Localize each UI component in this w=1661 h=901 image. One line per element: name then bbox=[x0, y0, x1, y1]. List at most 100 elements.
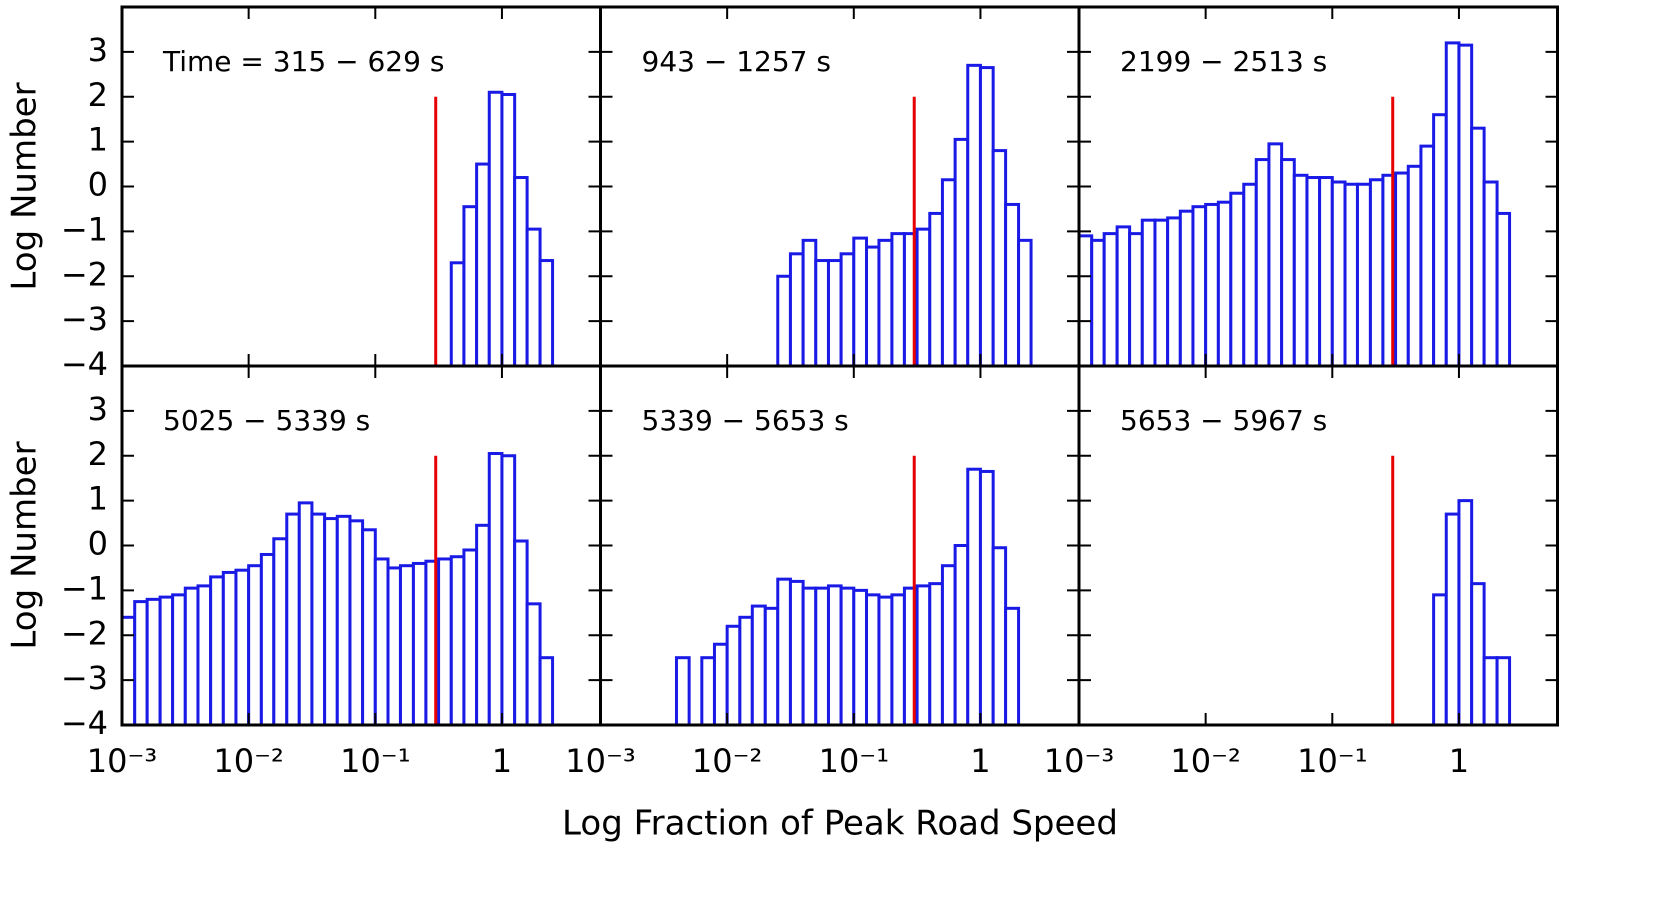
bar bbox=[839, 252, 856, 368]
x-tick-label: 10⁻² bbox=[1170, 742, 1240, 780]
bar bbox=[1394, 171, 1410, 368]
bar bbox=[940, 178, 957, 368]
bar bbox=[145, 597, 162, 727]
x-tick-label: 1 bbox=[1449, 742, 1469, 780]
panel-title: 5339 − 5653 s bbox=[642, 404, 849, 437]
bar bbox=[826, 584, 843, 727]
bar bbox=[272, 537, 289, 727]
y-tick-label: −4 bbox=[61, 345, 108, 383]
bar bbox=[1305, 176, 1322, 368]
bar bbox=[297, 501, 314, 727]
panel-title: 943 − 1257 s bbox=[642, 45, 831, 78]
x-tick-label: 10⁻² bbox=[213, 742, 283, 780]
y-tick-label: 3 bbox=[88, 31, 108, 69]
bar bbox=[776, 274, 792, 368]
bar bbox=[1280, 158, 1296, 368]
bar bbox=[738, 615, 754, 727]
x-tick-label: 10⁻¹ bbox=[1297, 742, 1367, 780]
bar bbox=[966, 467, 982, 727]
bar bbox=[1204, 202, 1220, 368]
bar bbox=[712, 642, 729, 727]
bar bbox=[1166, 216, 1182, 368]
bar bbox=[978, 66, 995, 368]
bar bbox=[449, 555, 466, 727]
y-tick-label: 2 bbox=[88, 76, 108, 114]
bar bbox=[310, 512, 327, 727]
y-tick-label: 1 bbox=[88, 121, 108, 159]
bar bbox=[183, 586, 200, 727]
y-tick-label: 0 bbox=[88, 166, 108, 204]
bar bbox=[1267, 142, 1284, 368]
y-tick-label: 1 bbox=[88, 480, 108, 518]
y-axis-label: Log Number bbox=[5, 441, 45, 649]
bar bbox=[475, 523, 491, 727]
bar bbox=[1178, 209, 1195, 368]
panel-title: Time = 315 − 629 s bbox=[162, 45, 444, 78]
bar bbox=[928, 211, 944, 368]
bar bbox=[1004, 606, 1021, 727]
bar bbox=[1330, 180, 1347, 368]
bar bbox=[750, 604, 767, 727]
bar bbox=[1242, 182, 1258, 368]
bar bbox=[1482, 656, 1499, 727]
bar bbox=[513, 176, 529, 368]
bar bbox=[386, 566, 402, 727]
x-tick-label: 10⁻¹ bbox=[819, 742, 889, 780]
panel-title: 5025 − 5339 s bbox=[163, 404, 370, 437]
y-tick-label: 0 bbox=[88, 525, 108, 563]
bar bbox=[877, 595, 894, 727]
bar bbox=[814, 586, 830, 727]
bar bbox=[133, 600, 149, 727]
x-tick-label: 1 bbox=[492, 742, 512, 780]
y-tick-label: −4 bbox=[61, 704, 108, 742]
bar bbox=[462, 205, 479, 368]
bar bbox=[285, 512, 301, 727]
bar bbox=[966, 63, 982, 368]
bar bbox=[1368, 178, 1385, 368]
bar bbox=[788, 579, 805, 727]
bar bbox=[171, 593, 187, 727]
bar bbox=[928, 582, 944, 727]
bar bbox=[247, 564, 263, 727]
y-tick-label: 3 bbox=[88, 390, 108, 428]
bar bbox=[500, 454, 517, 727]
bar bbox=[487, 90, 504, 368]
bar bbox=[763, 606, 780, 727]
bar bbox=[513, 539, 529, 727]
bar bbox=[1470, 126, 1486, 368]
y-tick-label: 2 bbox=[88, 435, 108, 473]
bar bbox=[801, 586, 818, 727]
bar bbox=[1140, 218, 1157, 368]
bar bbox=[700, 656, 716, 727]
y-tick-label: −1 bbox=[61, 569, 108, 607]
bar bbox=[788, 252, 805, 368]
bar bbox=[1444, 512, 1461, 727]
y-axis-label: Log Number bbox=[5, 82, 45, 290]
bar bbox=[348, 519, 365, 727]
bar bbox=[1017, 238, 1033, 368]
bar bbox=[1153, 218, 1170, 368]
bar bbox=[1470, 582, 1486, 727]
bar bbox=[259, 552, 276, 727]
bar bbox=[437, 557, 453, 727]
bar bbox=[361, 528, 377, 727]
bar bbox=[801, 238, 818, 368]
bar bbox=[776, 577, 792, 727]
bar bbox=[1495, 211, 1512, 368]
bar bbox=[915, 584, 932, 727]
bar bbox=[525, 227, 542, 368]
panel-title: 5653 − 5967 s bbox=[1120, 404, 1327, 437]
panel-title: 2199 − 2513 s bbox=[1120, 45, 1327, 78]
bar bbox=[1432, 113, 1448, 368]
bar bbox=[890, 232, 906, 368]
bar bbox=[1004, 202, 1021, 368]
bar bbox=[1229, 191, 1246, 368]
bar bbox=[1216, 200, 1233, 368]
bar bbox=[1292, 173, 1309, 368]
bar bbox=[1432, 593, 1448, 727]
y-tick-label: −3 bbox=[61, 659, 108, 697]
bar bbox=[1077, 234, 1094, 368]
bar bbox=[1457, 499, 1474, 727]
bar bbox=[1343, 182, 1359, 368]
